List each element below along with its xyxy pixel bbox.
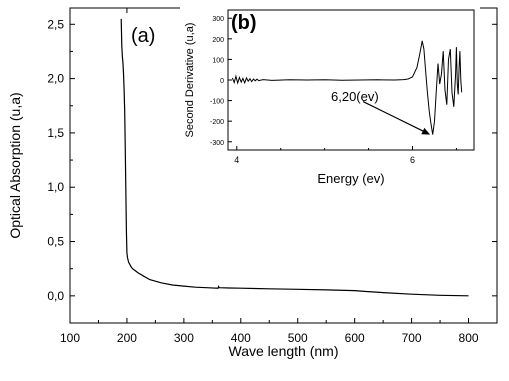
- main-y-axis-label: Optical Absorption (u,a): [7, 92, 23, 238]
- annotation-arrowhead: [421, 127, 431, 135]
- main-panel-label: (a): [131, 25, 155, 47]
- main-x-tick-labels: 100 200 300 400 500 600 700 800: [60, 331, 479, 345]
- main-x-tick-label: 600: [345, 331, 365, 345]
- main-y-tick-labels: 0,0 0,5 1,0 1,5 2,0 2,5: [47, 17, 64, 303]
- inset-y-tick-label: 0: [220, 78, 224, 85]
- inset-ticks: [228, 17, 457, 150]
- annotation-arrow: [362, 101, 427, 134]
- inset-background: [180, 4, 480, 194]
- main-series-line: [120, 18, 469, 297]
- main-x-tick-label: 300: [174, 331, 194, 345]
- inset-y-tick-labels: -300 -200 -100 0 100 200 300: [210, 16, 224, 147]
- main-y-tick-label: 1,0: [47, 180, 64, 194]
- main-ticks: [69, 8, 497, 324]
- main-x-tick-label: 800: [459, 331, 479, 345]
- main-y-tick-label: 0,5: [47, 235, 64, 249]
- main-x-tick-label: 100: [60, 331, 80, 345]
- inset-x-tick-label: 4: [234, 155, 239, 165]
- annotation-text: 6,20(ev): [331, 89, 379, 104]
- inset-y-tick-label: -300: [210, 140, 224, 147]
- inset-y-tick-label: 200: [212, 37, 224, 44]
- inset-x-axis-label: Energy (ev): [317, 171, 384, 186]
- main-x-tick-label: 700: [402, 331, 422, 345]
- inset-y-tick-label: -100: [210, 99, 224, 106]
- main-x-tick-label: 400: [231, 331, 251, 345]
- inset-y-axis-label: Second Derivative (u,a): [184, 23, 196, 138]
- main-x-axis-label: Wave length (nm): [229, 343, 339, 359]
- inset-series-line: [231, 40, 463, 135]
- main-panel: 100 200 300 400 500 600 700 800 0,0 0,5 1,0 1,5 2,0…: [7, 7, 498, 359]
- main-y-tick-label: 2,0: [47, 72, 64, 86]
- main-y-tick-label: 0,0: [47, 289, 64, 303]
- main-x-tick-label: 200: [117, 331, 137, 345]
- inset-y-tick-label: -200: [210, 119, 224, 126]
- main-y-tick-label: 2,5: [47, 17, 64, 31]
- inset-y-tick-label: 300: [212, 16, 224, 23]
- main-y-tick-label: 1,5: [47, 126, 64, 140]
- main-x-tick-label: 500: [288, 331, 308, 345]
- inset-y-tick-label: 100: [212, 57, 224, 64]
- inset-x-tick-label: 6: [410, 155, 415, 165]
- inset-panel-label: (b): [231, 12, 257, 34]
